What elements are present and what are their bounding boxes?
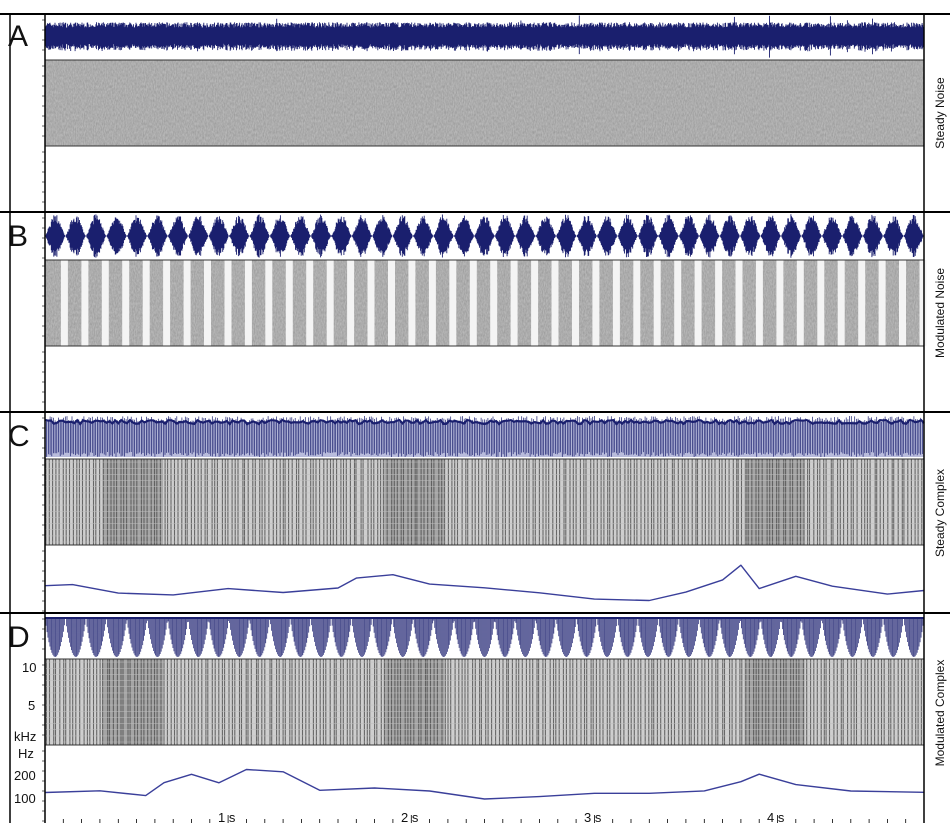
y-ticks-a <box>42 19 45 203</box>
spectrogram-gap-b <box>163 260 171 346</box>
khz-tick-5: 5 <box>28 698 36 713</box>
spectrogram-gap-b <box>101 260 109 346</box>
spectrogram-bands-d <box>45 661 924 743</box>
hz-tick-100: 100 <box>14 791 36 806</box>
spectrogram-texture-b <box>45 260 924 346</box>
y-ticks-c <box>42 417 45 612</box>
pitch-contour-d <box>44 768 925 800</box>
spectrogram-gap-b <box>612 260 620 346</box>
spectrogram-gap-b <box>408 260 416 346</box>
spectrogram-harmonics-d <box>45 659 922 745</box>
panel-letter-b: B <box>8 220 29 253</box>
spectrogram-gap-b <box>858 260 866 346</box>
khz-unit-label: kHz <box>14 729 37 744</box>
spectrogram-gap-b <box>490 260 498 346</box>
spectrogram-gap-b <box>592 260 600 346</box>
spectrogram-bands-c <box>45 461 924 543</box>
x-tick-1s: 1 s <box>218 810 236 825</box>
spectrogram-gap-b <box>776 260 784 346</box>
spectrogram-gap-b <box>715 260 723 346</box>
spectrogram-gap-b <box>428 260 436 346</box>
spectrogram-gap-b <box>244 260 252 346</box>
spectrogram-dark-c <box>102 459 163 545</box>
x-tick-4s: 4 s <box>767 810 785 825</box>
panel-letter-a: A <box>8 20 29 53</box>
spectrogram-gap-b <box>449 260 457 346</box>
spectrogram-dark-c <box>384 459 445 545</box>
waveform-envelope-c <box>44 418 925 426</box>
spectrogram-gap-b <box>837 260 845 346</box>
x-axis-ticks <box>62 815 925 823</box>
y-ticks-b <box>42 217 45 403</box>
spectrogram-gap-b <box>531 260 539 346</box>
y-ticks-d <box>42 618 45 822</box>
spectrogram-gap-b <box>142 260 150 346</box>
spectrogram-gap-b <box>285 260 293 346</box>
spectrogram-gap-b <box>510 260 518 346</box>
x-tick-2s: 2 s <box>401 810 419 825</box>
spectrogram-gap-b <box>694 260 702 346</box>
spectrogram-gap-b <box>653 260 661 346</box>
panel-label-modulated-noise: Modulated Noise <box>933 267 947 359</box>
spectrogram-gap-b <box>60 260 68 346</box>
spectrogram-gap-b <box>755 260 763 346</box>
spectrogram-gap-b <box>326 260 334 346</box>
pitch-contour-c <box>44 564 925 602</box>
x-tick-3s: 3 s <box>584 810 602 825</box>
spectrogram-gap-b <box>469 260 477 346</box>
spectrogram-gap-b <box>551 260 559 346</box>
spectrogram-gap-b <box>674 260 682 346</box>
spectrogram-gap-b <box>306 260 314 346</box>
spectrogram-dark-d <box>102 659 163 745</box>
spectrogram-gap-b <box>735 260 743 346</box>
spectrogram-gap-b <box>204 260 211 346</box>
panel-letter-c: C <box>8 420 30 453</box>
spectrogram-gap-b <box>796 260 804 346</box>
spectrogram-gap-b <box>81 260 89 346</box>
spectrogram-gap-b <box>183 260 191 346</box>
spectrogram-dark-d <box>384 659 445 745</box>
spectrogram-harmonics-c <box>45 459 923 545</box>
khz-tick-10: 10 <box>22 660 37 675</box>
spectrogram-gap-b <box>265 260 273 346</box>
spectrogram-gap-b <box>388 260 395 346</box>
spectrogram-dark-c <box>744 459 805 545</box>
spectrogram-gap-b <box>878 260 886 346</box>
spectrogram-gap-b <box>122 260 130 346</box>
panel-label-modulated-complex: Modulated Complex <box>933 659 947 767</box>
spectrogram-gap-b <box>817 260 825 346</box>
spectrogram-gap-b <box>224 260 232 346</box>
spectrogram-gap-b <box>347 260 355 346</box>
waveform-d <box>45 617 924 657</box>
waveform-a <box>44 15 925 58</box>
hz-tick-200: 200 <box>14 768 36 783</box>
spectrogram-gap-b <box>572 260 579 346</box>
hz-unit-label: Hz <box>18 746 34 761</box>
panel-label-steady-complex: Steady Complex <box>933 468 947 558</box>
spectrogram-texture-a <box>45 60 924 146</box>
waveform-b <box>45 214 924 258</box>
panel-letter-d: D <box>8 621 30 654</box>
spectrogram-gap-b <box>633 260 641 346</box>
panel-label-steady-noise: Steady Noise <box>933 77 947 149</box>
spectrogram-gap-b <box>919 260 927 346</box>
spectrogram-dark-d <box>744 659 805 745</box>
spectrogram-gap-b <box>367 260 375 346</box>
spectrogram-gap-b <box>899 260 906 346</box>
